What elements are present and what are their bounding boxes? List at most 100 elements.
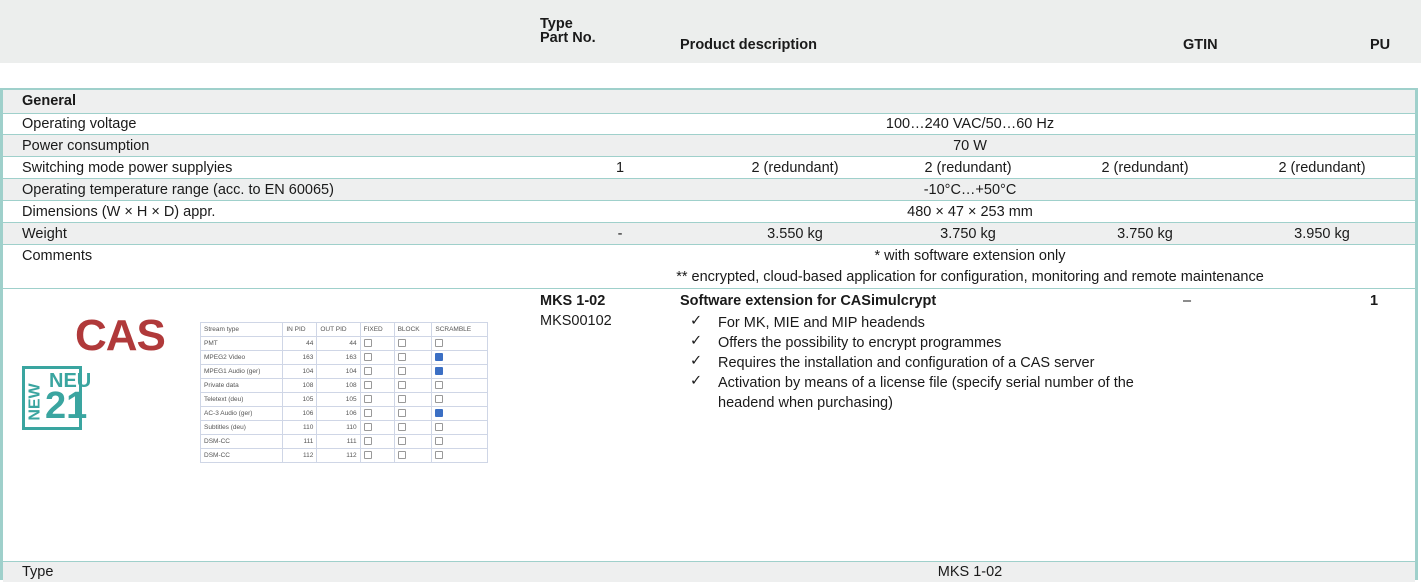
spec-label: Operating voltage xyxy=(22,116,137,132)
check-icon: ✓ xyxy=(690,333,703,349)
spec-table xyxy=(0,88,1418,580)
mini-cell: FIXED xyxy=(359,322,395,337)
product-type: MKS 1-02 xyxy=(540,293,606,309)
new-badge: NEU 21 NEW xyxy=(22,366,91,430)
footer-label: Type xyxy=(22,564,54,580)
mini-cell: 163 xyxy=(282,350,318,365)
mini-cell: 163 xyxy=(316,350,361,365)
badge-new: NEW xyxy=(26,383,44,421)
spec-cell: 1 xyxy=(615,160,625,176)
mini-cell: Stream type xyxy=(199,322,284,337)
spec-line: * with software extension only xyxy=(874,248,1066,264)
bullet-text: Requires the installation and configurat… xyxy=(718,355,1095,371)
mini-cell: 111 xyxy=(282,434,318,449)
cas-logo: CAS xyxy=(75,311,166,360)
spec-cell: 2 (redundant) xyxy=(924,160,1012,176)
description-label: Product description xyxy=(680,37,817,53)
product-row xyxy=(3,289,1415,562)
mini-cell xyxy=(431,434,488,449)
product-title: Software extension for CASimulcrypt xyxy=(680,293,937,309)
mini-cell: MPEG1 Audio (ger) xyxy=(199,364,284,379)
mini-cell: OUT PID xyxy=(316,322,361,337)
spec-row xyxy=(3,223,1415,245)
mini-cell: 111 xyxy=(316,434,361,449)
mini-cell xyxy=(393,350,433,365)
spec-cell: 3.750 kg xyxy=(940,226,996,242)
spec-row xyxy=(3,135,1415,157)
mini-cell xyxy=(393,406,433,421)
spec-label: Dimensions (W × H × D) appr. xyxy=(22,204,216,220)
spec-cell: 3.950 kg xyxy=(1294,226,1350,242)
gtin-label: GTIN xyxy=(1183,37,1218,53)
mini-cell: 110 xyxy=(282,420,318,435)
spec-label: Operating temperature range (acc. to EN … xyxy=(22,182,334,198)
mini-cell: 112 xyxy=(282,448,318,463)
spec-value: -10°C…+50°C xyxy=(923,182,1017,198)
mini-cell: SCRAMBLE xyxy=(431,322,488,337)
mini-cell: 104 xyxy=(282,364,318,379)
product-pu: 1 xyxy=(1370,293,1379,309)
mini-cell xyxy=(431,420,488,435)
mini-cell: 106 xyxy=(316,406,361,421)
part-no-label: Part No. xyxy=(540,30,596,46)
mini-cell: MPEG2 Video xyxy=(199,350,284,365)
spec-label: Switching mode power supplyies xyxy=(22,160,233,176)
bullet-text: Activation by means of a license file (s… xyxy=(718,375,1134,411)
mini-cell xyxy=(393,378,433,393)
badge-year: 21 xyxy=(45,385,88,427)
spec-row xyxy=(3,113,1415,135)
product-gtin: – xyxy=(1183,293,1192,309)
mini-cell: 105 xyxy=(282,392,318,407)
mini-cell: Private data xyxy=(199,378,284,393)
spec-cell: - xyxy=(617,226,623,242)
mini-cell xyxy=(393,420,433,435)
mini-cell xyxy=(393,448,433,463)
mini-cell: 44 xyxy=(316,336,361,351)
mini-cell xyxy=(359,336,395,351)
spec-label: Comments xyxy=(22,248,93,264)
bullet-text: Offers the possibility to encrypt progra… xyxy=(718,335,1002,351)
mini-table: Stream type IN PID OUT PID FIXED BLOCK SCRAMB… xyxy=(199,322,488,463)
check-icon: ✓ xyxy=(690,313,703,329)
product-part-no: MKS00102 xyxy=(540,313,612,329)
section-row xyxy=(3,90,1415,114)
spec-cell: 3.750 kg xyxy=(1117,226,1173,242)
mini-cell xyxy=(359,434,395,449)
mini-cell xyxy=(431,378,488,393)
mini-cell xyxy=(393,364,433,379)
check-icon: ✓ xyxy=(690,353,703,369)
mini-cell: IN PID xyxy=(282,322,318,337)
mini-cell xyxy=(359,364,395,379)
spec-row xyxy=(3,157,1415,179)
mini-cell xyxy=(359,406,395,421)
spec-row xyxy=(3,179,1415,201)
spec-cell: 2 (redundant) xyxy=(751,160,839,176)
mini-cell: AC-3 Audio (ger) xyxy=(199,406,284,421)
mini-cell xyxy=(431,364,488,379)
mini-cell xyxy=(359,448,395,463)
spec-label: Weight xyxy=(22,226,67,242)
mini-cell: 104 xyxy=(316,364,361,379)
spec-value: 480 × 47 × 253 mm xyxy=(907,204,1033,220)
spec-row xyxy=(3,201,1415,223)
mini-cell xyxy=(393,392,433,407)
mini-cell xyxy=(431,336,488,351)
spec-row xyxy=(3,245,1415,289)
section-label: General xyxy=(22,93,76,109)
mini-cell xyxy=(393,434,433,449)
mini-cell xyxy=(431,406,488,421)
spec-value: 100…240 VAC/50…60 Hz xyxy=(885,116,1055,132)
spec-cell: 2 (redundant) xyxy=(1101,160,1189,176)
spec-label: Power consumption xyxy=(22,138,150,154)
mini-cell: BLOCK xyxy=(393,322,433,337)
footer-value: MKS 1-02 xyxy=(937,564,1003,580)
mini-cell: 44 xyxy=(282,336,318,351)
spec-cell: 2 (redundant) xyxy=(1278,160,1366,176)
type-label: Type xyxy=(540,16,573,32)
mini-cell: 106 xyxy=(282,406,318,421)
footer-row xyxy=(3,562,1415,582)
mini-cell: DSM-CC xyxy=(199,434,284,449)
check-icon: ✓ xyxy=(690,373,703,389)
mini-cell: 105 xyxy=(316,392,361,407)
